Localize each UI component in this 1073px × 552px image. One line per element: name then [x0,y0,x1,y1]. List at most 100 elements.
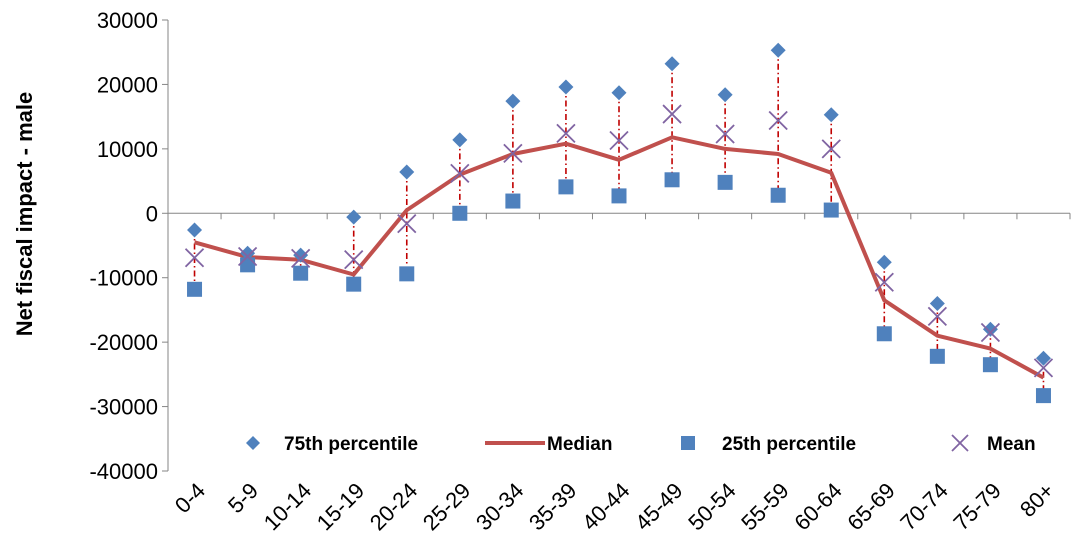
x-tick-label: 5-9 [223,478,263,518]
x-stroke [874,272,894,292]
median-line [193,135,1045,380]
p25-point [982,357,998,373]
p25-point [293,265,309,281]
x-tick-label: 35-39 [524,478,581,535]
legend-item: 25th percentile [681,434,856,455]
p75-point [770,42,786,58]
mean-point [1033,358,1054,378]
x-stroke [821,139,841,159]
p75-point [505,93,521,109]
p25-point [505,193,521,209]
p75-point [452,132,468,148]
y-axis: 30000 20000 10000 0 -10000 -20000 -30000 -40000 [89,8,169,484]
p25-point [929,348,945,364]
p75-point [982,321,998,337]
x-tick-label: 50-54 [683,478,740,535]
median-series-line [193,135,1045,380]
x-stroke [556,123,576,144]
x-tick-label: 80+ [1015,478,1059,522]
x-stroke [951,434,969,452]
y-tick-label: 0 [146,201,158,226]
p25-point [611,188,627,204]
mean-point [291,248,311,269]
x-stroke [237,246,258,267]
p75-point [346,209,362,225]
p75-point [240,245,256,261]
p25-point [717,174,733,190]
p75-point [876,254,892,270]
p25-point [770,187,786,203]
legend-item: Mean [951,434,1036,455]
p25-point [823,202,839,218]
x-tick-label: 75-79 [948,478,1005,535]
mean-point [768,110,788,131]
x-tick-label: 0-4 [170,478,210,518]
p25-point [187,281,203,297]
x-stroke [397,213,417,234]
y-tick-label: -30000 [89,395,158,420]
p25-point [664,172,680,188]
mean-point [927,306,947,327]
legend-x-icon [951,434,969,452]
mean-point [184,248,205,268]
p75-point [664,56,680,72]
x-stroke [609,130,629,151]
p25-point [346,276,362,292]
mean-point [609,130,629,151]
mean-point [662,104,682,124]
x-tick-label: 70-74 [895,478,952,535]
p75-point [717,87,733,103]
p25-point [558,179,574,195]
x-stroke [1033,358,1054,378]
mean-point [503,143,523,164]
x-tick-label: 60-64 [789,478,846,535]
x-stroke [715,124,735,144]
y-tick-label: 10000 [97,137,158,162]
legend-label: 25th percentile [722,434,856,455]
p75-point [611,85,627,101]
legend-label: Mean [987,434,1036,455]
legend: 75th percentile Median 25th percentile Mean [246,434,1036,455]
x-tick-label: 25-29 [418,478,475,535]
legend-item: Median [485,434,612,455]
legend-label: Median [547,434,612,455]
x-stroke [344,250,364,270]
x-tick-label: 20-24 [365,478,422,535]
p25-point [399,266,415,282]
x-stroke [980,322,1001,343]
mean-point [397,213,417,234]
mean-point [980,322,1001,343]
x-stroke [503,143,523,164]
x-tick-label: 45-49 [630,478,687,535]
x-stroke [768,110,788,131]
range-bars [193,50,1045,396]
mean-point [821,139,841,159]
p75-point [929,295,945,311]
x-stroke [927,306,947,327]
y-tick-label: -10000 [89,266,158,291]
mean-point [715,124,735,144]
x-tick-label: 55-59 [736,478,793,535]
p75-point [558,79,574,95]
mean-point [344,250,364,270]
legend-square-icon [681,436,695,450]
mean-point [237,246,258,267]
y-axis-title: Net fiscal impact - male [12,92,37,337]
legend-diamond-icon [246,436,260,450]
x-stroke [184,248,205,268]
p25-point [1035,388,1051,404]
p25-point [876,326,892,342]
x-tick-label: 40-44 [577,478,634,535]
y-tick-label: 30000 [97,8,158,33]
legend-label: 75th percentile [284,434,418,455]
x-tick-label: 65-69 [842,478,899,535]
y-tick-label: 20000 [97,72,158,97]
y-tick-label: -40000 [89,459,158,484]
x-tick-label: 10-14 [259,478,316,535]
legend-item: 75th percentile [246,434,418,455]
p75-point [1035,350,1051,366]
p25-point [452,205,468,221]
y-tick-label: -20000 [89,330,158,355]
p75-point [293,247,309,263]
